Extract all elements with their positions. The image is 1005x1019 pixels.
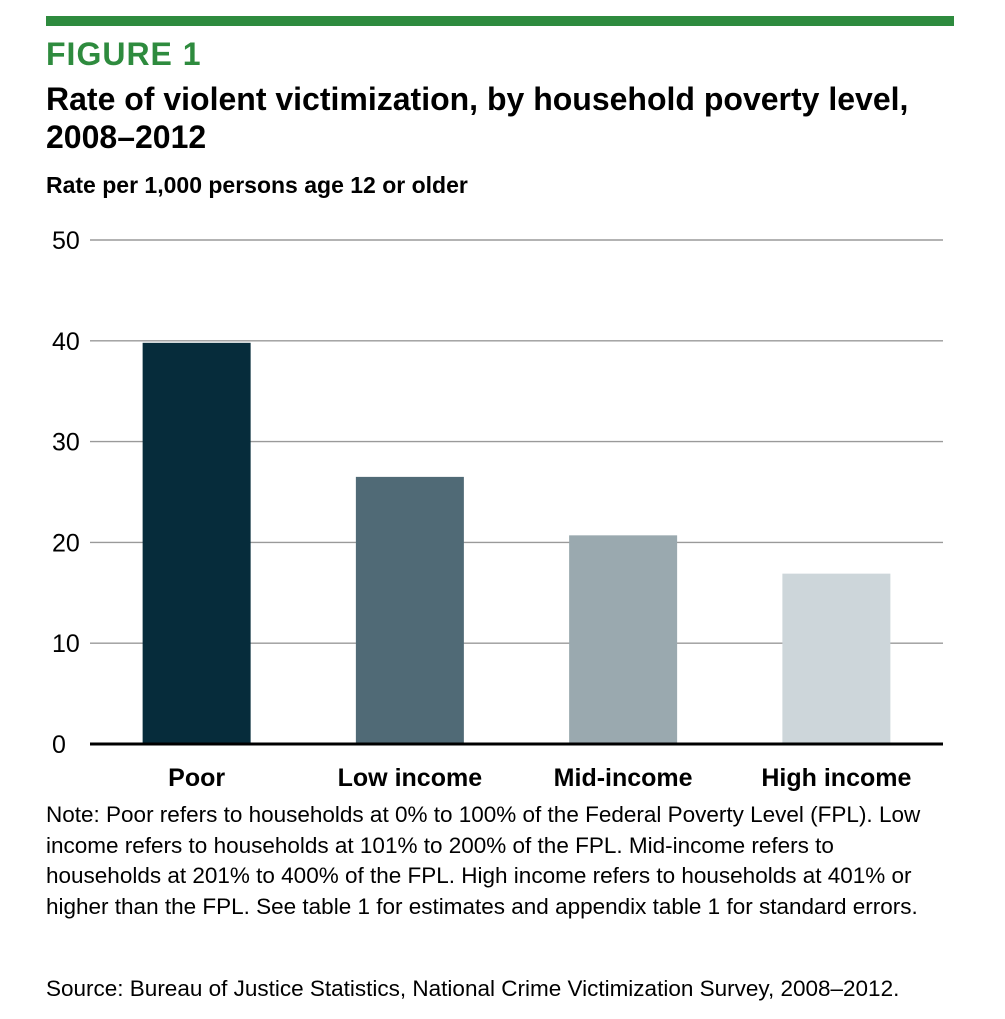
y-axis-tick-labels: 0 10 20 30 40 50 [52, 227, 80, 759]
bars [142, 342, 891, 744]
y-tick-label: 40 [52, 328, 80, 356]
x-category-label: Low income [338, 764, 483, 792]
bar [142, 342, 251, 744]
chart-subtitle: Rate per 1,000 persons age 12 or older [46, 172, 468, 198]
y-tick-label: 0 [52, 731, 66, 759]
x-category-label: Mid-income [554, 764, 693, 792]
bar [355, 476, 464, 744]
y-tick-label: 50 [52, 227, 80, 255]
chart-title: Rate of violent victimization, by househ… [46, 81, 909, 155]
y-tick-label: 10 [52, 630, 80, 658]
x-category-label: Poor [168, 764, 225, 792]
figure-label: FIGURE 1 [46, 36, 202, 72]
figure-note: Note: Poor refers to households at 0% to… [46, 802, 921, 919]
bar-chart: 0 10 20 30 40 50 Poor Low income Mid-income High… [52, 227, 943, 792]
x-category-label: High income [761, 764, 911, 792]
figure-source: Source: Bureau of Justice Statistics, Na… [46, 976, 900, 1001]
bar [782, 573, 891, 744]
y-tick-label: 20 [52, 529, 80, 557]
top-accent-rule [46, 16, 954, 26]
x-axis-category-labels: Poor Low income Mid-income High income [168, 764, 911, 792]
bar [569, 535, 678, 744]
y-tick-label: 30 [52, 429, 80, 457]
